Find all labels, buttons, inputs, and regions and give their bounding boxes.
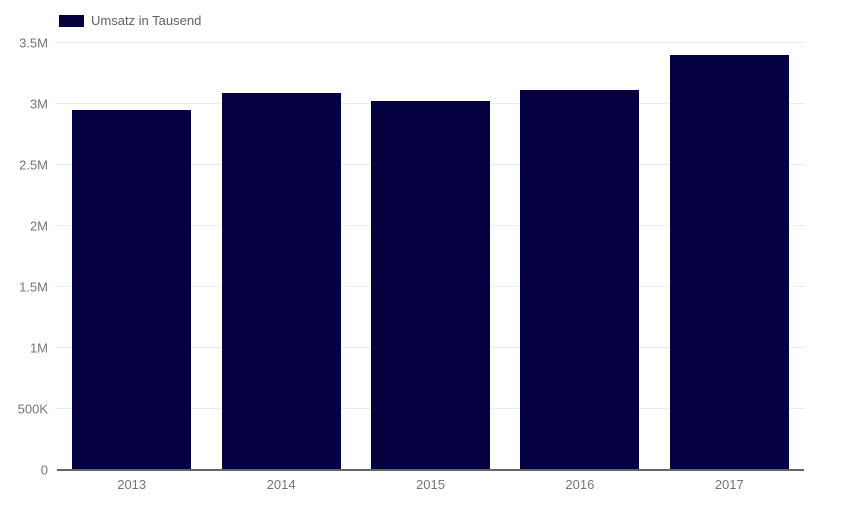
y-axis-tick-label: 0: [40, 462, 48, 478]
x-axis-tick-label: 2015: [416, 477, 445, 492]
bar-2014[interactable]: [221, 92, 341, 470]
x-axis-tick-label: 2016: [565, 477, 595, 492]
bar-2017[interactable]: [669, 54, 789, 470]
x-axis-tick-label: 2013: [117, 477, 147, 492]
y-axis-tick-label: 500K: [17, 401, 48, 417]
y-axis-tick-label: 3.5M: [19, 35, 48, 50]
bar-2013[interactable]: [72, 109, 192, 470]
y-axis-tick-label: 2.5M: [19, 157, 48, 173]
legend[interactable]: Umsatz in Tausend: [59, 13, 201, 29]
x-axis-tick-label: 2014: [266, 477, 296, 492]
x-axis-tick-label: 2017: [714, 477, 744, 492]
y-axis-tick-label: 1M: [29, 340, 48, 356]
y-axis-tick-label: 2M: [29, 218, 48, 234]
legend-swatch: [59, 15, 84, 27]
bar-2015[interactable]: [371, 101, 490, 470]
y-axis-tick-label: 3M: [29, 96, 48, 112]
bar-2016[interactable]: [520, 90, 640, 470]
y-axis-tick-label: 1.5M: [19, 279, 48, 295]
legend-label: Umsatz in Tausend: [91, 13, 202, 28]
gridline: [55, 42, 804, 43]
x-axis-line: [57, 469, 804, 471]
